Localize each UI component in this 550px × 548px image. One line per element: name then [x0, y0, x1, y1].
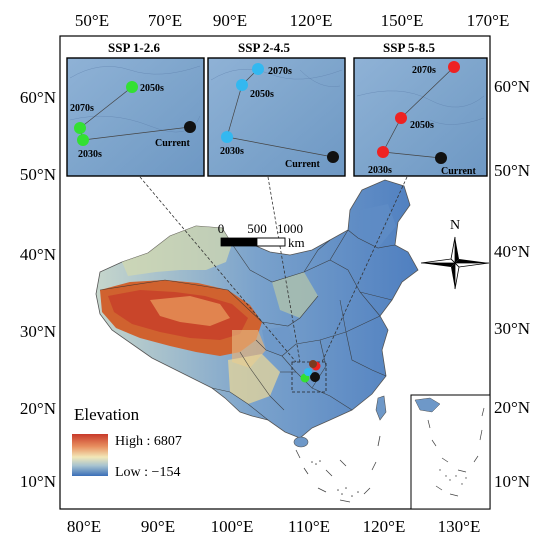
label-current: Current: [285, 159, 320, 170]
point-ssp585-dark: [309, 360, 317, 368]
point-2050s: [126, 81, 138, 93]
top-tick: 170°E: [467, 11, 510, 30]
scale-bar-labels: 0 500 1000 km: [218, 221, 305, 250]
point-ssp245: [304, 368, 312, 376]
label-2070s: 2070s: [70, 103, 94, 114]
bottom-tick: 120°E: [363, 517, 406, 536]
left-tick: 10°N: [20, 472, 56, 491]
label-2050s: 2050s: [410, 120, 434, 131]
right-tick: 30°N: [494, 319, 530, 338]
label-2030s: 2030s: [368, 165, 392, 176]
scale-bar: [220, 237, 286, 247]
elevation-legend: Elevation High : 6807 Low : −154: [74, 405, 182, 480]
connector-lines: [139, 176, 408, 363]
label-2050s: 2050s: [140, 83, 164, 94]
scale-tick-1000: 1000: [277, 221, 303, 236]
north-label: N: [450, 218, 460, 233]
elevation-color-ramp: [72, 434, 108, 476]
right-tick: 40°N: [494, 242, 530, 261]
south-china-sea-inset: [410, 394, 491, 510]
bottom-tick: 130°E: [438, 517, 481, 536]
label-2070s: 2070s: [412, 65, 436, 76]
point-2050s: [395, 112, 407, 124]
label-current: Current: [441, 166, 476, 177]
panel-title: SSP 5-8.5: [383, 40, 436, 55]
point-2070s: [448, 61, 460, 73]
left-tick: 40°N: [20, 245, 56, 264]
legend-title: Elevation: [74, 405, 140, 424]
bottom-tick: 100°E: [211, 517, 254, 536]
legend-high: High : 6807: [115, 434, 182, 449]
top-tick: 90°E: [213, 11, 247, 30]
scale-unit: km: [288, 235, 305, 250]
point-current: [184, 121, 196, 133]
point-2070s: [74, 122, 86, 134]
right-tick: 50°N: [494, 161, 530, 180]
north-arrow: [420, 236, 490, 290]
panel-ssp585-content: SSP 5-8.5 2070s 2050s 2030s Current: [368, 40, 476, 177]
point-current: [310, 372, 320, 382]
south-china-sea-dash-lines: [295, 435, 381, 503]
point-current: [327, 151, 339, 163]
inset-panel-ssp245: [207, 57, 346, 177]
top-tick: 70°E: [148, 11, 182, 30]
left-tick: 50°N: [20, 165, 56, 184]
label-2070s: 2070s: [268, 66, 292, 77]
inset-panel-ssp585: [353, 57, 488, 177]
left-tick: 20°N: [20, 399, 56, 418]
left-tick: 30°N: [20, 322, 56, 341]
scale-tick-500: 500: [247, 221, 267, 236]
panel-title: SSP 1-2.6: [108, 40, 161, 55]
point-2030s: [377, 146, 389, 158]
study-area-points: [300, 360, 321, 383]
bottom-tick: 110°E: [288, 517, 330, 536]
label-2050s: 2050s: [250, 89, 274, 100]
label-2030s: 2030s: [78, 149, 102, 160]
top-tick: 50°E: [75, 11, 109, 30]
panel-ssp245-content: SSP 2-4.5 2070s 2050s 2030s Current: [220, 40, 339, 170]
panel-title: SSP 2-4.5: [238, 40, 291, 55]
bottom-tick: 90°E: [141, 517, 175, 536]
scale-tick-0: 0: [218, 221, 225, 236]
point-current: [435, 152, 447, 164]
top-tick: 150°E: [381, 11, 424, 30]
label-current: Current: [155, 138, 190, 149]
china-landmass: [95, 179, 419, 448]
island-dots: [311, 460, 359, 497]
panel-ssp126-content: SSP 1-2.6 2050s 2070s 2030s Current: [70, 40, 196, 160]
top-tick: 120°E: [290, 11, 333, 30]
point-2070s: [252, 63, 264, 75]
label-2030s: 2030s: [220, 146, 244, 157]
point-2050s: [236, 79, 248, 91]
point-2030s: [77, 134, 89, 146]
right-tick: 20°N: [494, 398, 530, 417]
legend-low: Low : −154: [115, 465, 180, 480]
point-2030s: [221, 131, 233, 143]
bottom-tick: 80°E: [67, 517, 101, 536]
right-tick: 60°N: [494, 77, 530, 96]
right-tick: 10°N: [494, 472, 530, 491]
left-tick: 60°N: [20, 88, 56, 107]
inset-panel-ssp126: [66, 57, 205, 177]
